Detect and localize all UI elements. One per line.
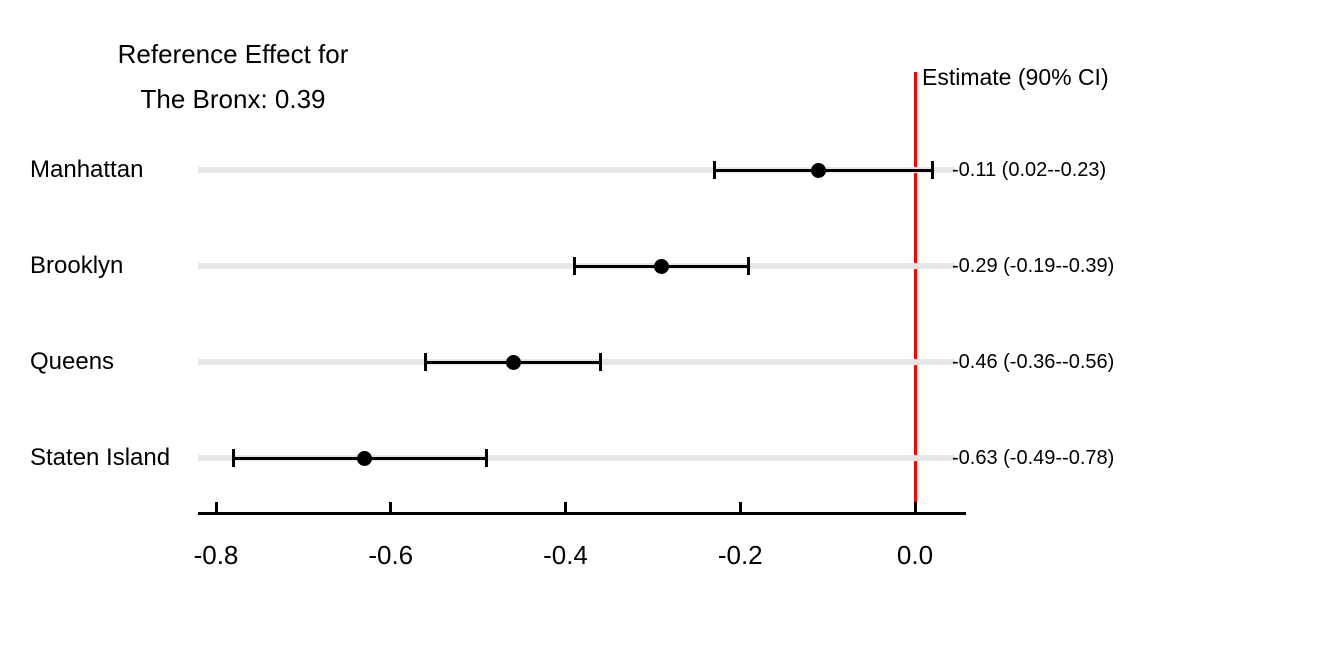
point-estimate — [654, 258, 670, 274]
ci-cap-upper — [485, 449, 489, 467]
estimate-label: -0.63 (-0.49--0.78) — [952, 447, 1115, 469]
x-axis-line — [198, 512, 966, 515]
row-label: Manhattan — [30, 156, 144, 183]
x-tick — [214, 502, 218, 512]
row-label: Brooklyn — [30, 252, 124, 279]
ci-track — [198, 455, 955, 461]
chart-title: Reference Effect for The Bronx: 0.39 — [63, 32, 403, 122]
ci-cap-upper — [598, 353, 602, 371]
ci-cap-lower — [572, 257, 576, 275]
chart-title-line-2: The Bronx: 0.39 — [140, 84, 326, 114]
ci-track — [198, 167, 955, 173]
row-label: Queens — [30, 348, 115, 375]
estimate-label: -0.29 (-0.19--0.39) — [952, 255, 1115, 277]
estimate-label: -0.46 (-0.36--0.56) — [952, 351, 1115, 373]
estimate-header: Estimate (90% CI) — [922, 64, 1109, 90]
x-tick — [738, 502, 742, 512]
x-tick — [389, 502, 393, 512]
chart-title-line-1: Reference Effect for — [117, 39, 349, 69]
x-tick-label: -0.6 — [368, 540, 414, 570]
point-estimate — [811, 162, 827, 178]
x-tick-label: -0.4 — [543, 540, 588, 570]
row-label: Staten Island — [30, 444, 171, 471]
reference-line — [913, 72, 917, 502]
x-tick — [913, 502, 917, 512]
ci-cap-upper — [930, 161, 934, 179]
x-tick-label: -0.2 — [717, 540, 763, 570]
x-tick-label: 0.0 — [896, 540, 934, 570]
point-estimate — [505, 354, 521, 370]
ci-cap-lower — [424, 353, 428, 371]
x-tick-label: -0.8 — [193, 540, 239, 570]
estimate-label: -0.11 (0.02--0.23) — [952, 159, 1107, 181]
ci-cap-lower — [231, 449, 235, 467]
x-tick — [564, 502, 567, 512]
point-estimate — [357, 450, 373, 466]
ci-cap-lower — [712, 161, 716, 179]
ci-cap-upper — [747, 257, 751, 275]
